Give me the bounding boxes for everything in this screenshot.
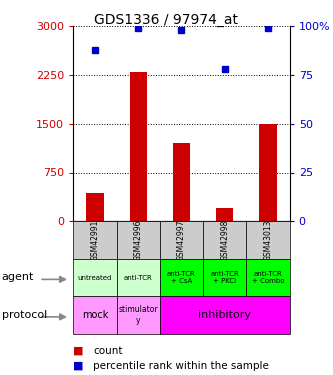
Text: anti-TCR: anti-TCR xyxy=(124,274,153,280)
Text: GSM42997: GSM42997 xyxy=(177,219,186,261)
Bar xyxy=(73,221,117,259)
Text: protocol: protocol xyxy=(2,310,47,320)
Text: ■: ■ xyxy=(73,361,84,370)
Bar xyxy=(173,143,190,221)
Text: GSM42991: GSM42991 xyxy=(90,219,100,261)
Bar xyxy=(216,208,233,221)
Bar xyxy=(246,221,290,259)
Text: count: count xyxy=(93,346,123,355)
Bar xyxy=(117,221,160,259)
Text: mock: mock xyxy=(82,310,108,320)
Bar xyxy=(160,259,203,296)
Text: agent: agent xyxy=(2,273,34,282)
Text: stimulator
y: stimulator y xyxy=(119,305,158,325)
Bar xyxy=(203,221,246,259)
Text: ■: ■ xyxy=(73,346,84,355)
Bar xyxy=(203,259,246,296)
Text: GSM42996: GSM42996 xyxy=(134,219,143,261)
Bar xyxy=(160,296,290,334)
Text: anti-TCR
+ Combo: anti-TCR + Combo xyxy=(252,271,284,284)
Bar xyxy=(117,259,160,296)
Text: GSM43013: GSM43013 xyxy=(263,219,273,261)
Bar xyxy=(246,259,290,296)
Bar xyxy=(117,296,160,334)
Text: untreated: untreated xyxy=(78,274,112,280)
Bar xyxy=(73,296,117,334)
Text: anti-TCR
+ PKCi: anti-TCR + PKCi xyxy=(210,271,239,284)
Text: percentile rank within the sample: percentile rank within the sample xyxy=(93,361,269,370)
Text: GSM42998: GSM42998 xyxy=(220,219,229,261)
Bar xyxy=(73,259,117,296)
Bar xyxy=(160,221,203,259)
Bar xyxy=(86,193,104,221)
Bar xyxy=(259,124,277,221)
Text: GDS1336 / 97974_at: GDS1336 / 97974_at xyxy=(95,13,238,27)
Text: inhibitory: inhibitory xyxy=(198,310,251,320)
Bar xyxy=(130,72,147,221)
Text: anti-TCR
+ CsA: anti-TCR + CsA xyxy=(167,271,196,284)
